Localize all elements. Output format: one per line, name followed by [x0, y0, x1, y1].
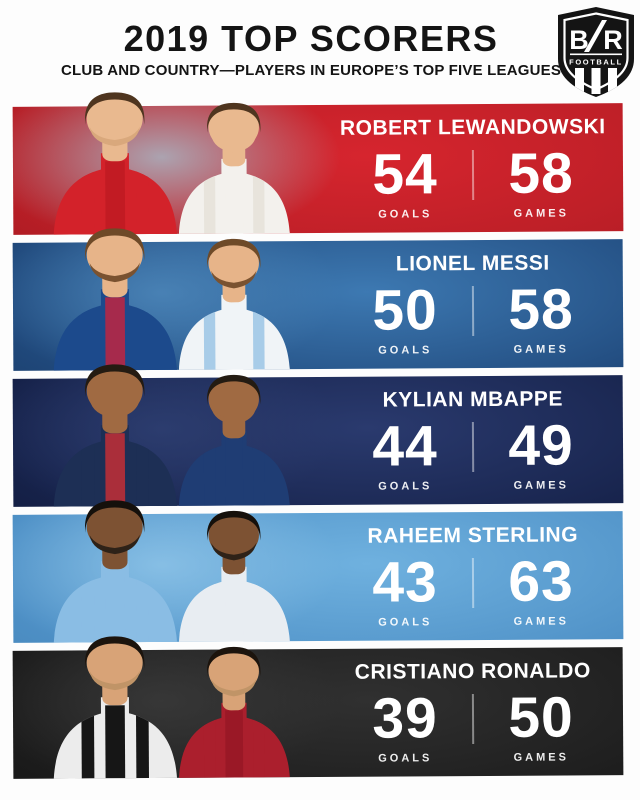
goals-label: GOALS — [378, 479, 433, 493]
player-photos — [13, 377, 334, 507]
player-name: CRISTIANO RONALDO — [354, 659, 591, 685]
goals-stat: 50 GOALS — [346, 278, 464, 357]
player-photo-club — [44, 626, 185, 779]
player-photos — [13, 513, 334, 643]
games-label: GAMES — [513, 615, 569, 628]
games-value: 49 — [508, 413, 574, 479]
goals-label: GOALS — [378, 751, 433, 765]
stats-block: LIONEL MESSI 50 GOALS 58 GAMES — [331, 239, 616, 369]
player-photos — [13, 241, 334, 371]
scorer-row-sterling: RAHEEM STERLING 43 GOALS 63 GAMES — [12, 511, 624, 643]
games-label: GAMES — [513, 479, 569, 492]
logo-letter-b: B — [569, 25, 589, 55]
goals-value: 54 — [372, 142, 438, 208]
goals-label: GOALS — [378, 343, 433, 357]
player-name: LIONEL MESSI — [395, 252, 550, 276]
games-value: 63 — [508, 549, 574, 615]
stat-divider — [471, 150, 475, 201]
games-stat: 58 GAMES — [482, 141, 600, 220]
stats-block: KYLIAN MBAPPE 44 GOALS 49 GAMES — [331, 375, 616, 505]
scorer-list: ROBERT LEWANDOWSKI 54 GOALS 58 GAMES — [12, 103, 624, 779]
stats-numbers: 54 GOALS 58 GAMES — [346, 141, 600, 221]
logo-stripes — [575, 68, 617, 94]
player-photo-country — [171, 501, 298, 642]
player-photo-country — [171, 365, 298, 506]
games-label: GAMES — [513, 207, 569, 220]
goals-stat: 54 GOALS — [346, 142, 464, 221]
games-stat: 63 GAMES — [482, 549, 600, 628]
page-subtitle: CLUB AND COUNTRY—PLAYERS IN EUROPE’S TOP… — [60, 61, 562, 79]
player-name: RAHEEM STERLING — [367, 523, 579, 549]
player-photo-club — [44, 218, 185, 371]
stat-divider — [471, 694, 475, 745]
logo-wordmark: FOOTBALL — [569, 58, 623, 67]
player-name: KYLIAN MBAPPE — [382, 387, 563, 413]
player-photo-club — [44, 490, 185, 643]
logo-letter-r: R — [603, 25, 623, 55]
scorer-row-mbappe: KYLIAN MBAPPE 44 GOALS 49 GAMES — [12, 375, 624, 507]
stats-block: RAHEEM STERLING 43 GOALS 63 GAMES — [331, 511, 616, 641]
goals-stat: 39 GOALS — [346, 686, 464, 765]
goals-value: 50 — [372, 278, 438, 344]
logo-rule — [570, 53, 622, 56]
games-stat: 49 GAMES — [482, 413, 600, 492]
stats-numbers: 50 GOALS 58 GAMES — [346, 277, 600, 357]
player-photos — [13, 105, 334, 235]
scorer-row-ronaldo: CRISTIANO RONALDO 39 GOALS 50 GAMES — [12, 647, 624, 779]
player-photo-club — [44, 82, 185, 235]
goals-value: 43 — [372, 550, 438, 616]
player-photos — [13, 649, 334, 779]
player-photo-country — [171, 229, 298, 370]
games-stat: 50 GAMES — [482, 685, 600, 764]
goals-value: 39 — [372, 686, 438, 752]
goals-stat: 43 GOALS — [346, 550, 464, 629]
page-title: 2019 TOP SCORERS — [123, 18, 499, 59]
games-value: 50 — [508, 685, 574, 751]
stats-numbers: 43 GOALS 63 GAMES — [346, 549, 600, 629]
goals-label: GOALS — [378, 207, 433, 221]
goals-stat: 44 GOALS — [346, 414, 464, 493]
goals-label: GOALS — [378, 615, 433, 629]
stats-numbers: 39 GOALS 50 GAMES — [346, 685, 600, 765]
stats-numbers: 44 GOALS 49 GAMES — [346, 413, 600, 493]
stats-block: CRISTIANO RONALDO 39 GOALS 50 GAMES — [331, 647, 616, 777]
player-photo-country — [171, 93, 298, 234]
stat-divider — [471, 422, 475, 473]
stat-divider — [471, 286, 475, 337]
stats-block: ROBERT LEWANDOWSKI 54 GOALS 58 GAMES — [331, 103, 616, 233]
logo-slash-icon — [584, 20, 607, 52]
games-value: 58 — [508, 277, 574, 343]
header: 2019 TOP SCORERS CLUB AND COUNTRY—PLAYER… — [0, 18, 622, 79]
games-label: GAMES — [513, 751, 569, 764]
stat-divider — [471, 558, 475, 609]
games-value: 58 — [508, 141, 574, 207]
br-football-logo: B R FOOTBALL — [558, 7, 634, 97]
scorer-row-lewandowski: ROBERT LEWANDOWSKI 54 GOALS 58 GAMES — [12, 103, 624, 235]
player-photo-club — [44, 354, 185, 507]
player-photo-country — [171, 637, 298, 778]
player-name: ROBERT LEWANDOWSKI — [339, 115, 606, 141]
games-stat: 58 GAMES — [482, 277, 600, 356]
games-label: GAMES — [513, 343, 569, 356]
scorer-row-messi: LIONEL MESSI 50 GOALS 58 GAMES — [12, 239, 624, 371]
goals-value: 44 — [372, 414, 438, 480]
